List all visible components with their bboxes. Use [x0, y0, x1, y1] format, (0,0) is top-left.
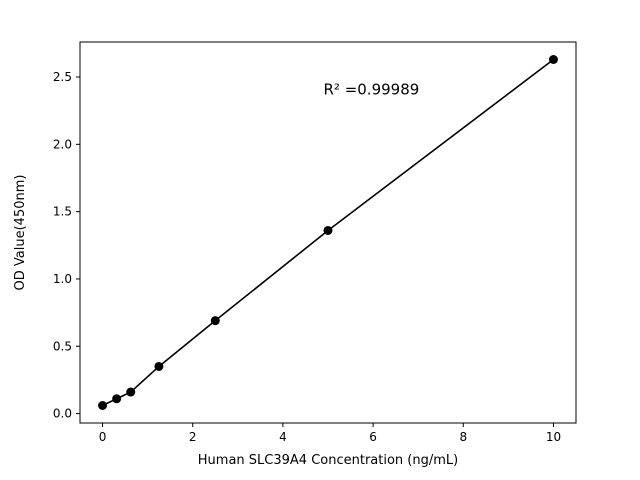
- x-tick-label: 6: [369, 430, 377, 444]
- data-point: [112, 394, 122, 404]
- y-tick-label: 2.0: [53, 137, 72, 151]
- x-tick-label: 10: [546, 430, 561, 444]
- data-point: [98, 400, 108, 410]
- x-tick-label: 0: [99, 430, 107, 444]
- x-tick-label: 2: [189, 430, 197, 444]
- data-point: [154, 361, 164, 371]
- plot-border: [79, 41, 577, 424]
- data-point: [126, 387, 136, 397]
- x-tick-label: 4: [279, 430, 287, 444]
- x-axis-label: Human SLC39A4 Concentration (ng/mL): [198, 453, 458, 468]
- y-tick-label: 1.0: [53, 272, 72, 286]
- x-tick-label: 8: [459, 430, 467, 444]
- data-point: [548, 55, 558, 65]
- y-axis-label: OD Value(450nm): [13, 175, 28, 291]
- y-tick-label: 2.5: [53, 70, 72, 84]
- y-tick-label: 0.0: [53, 407, 72, 421]
- y-tick-label: 0.5: [53, 339, 72, 353]
- data-point: [210, 316, 220, 326]
- y-tick-label: 1.5: [53, 205, 72, 219]
- r-squared-annotation: R² =0.99989: [323, 81, 419, 99]
- data-point: [323, 225, 333, 235]
